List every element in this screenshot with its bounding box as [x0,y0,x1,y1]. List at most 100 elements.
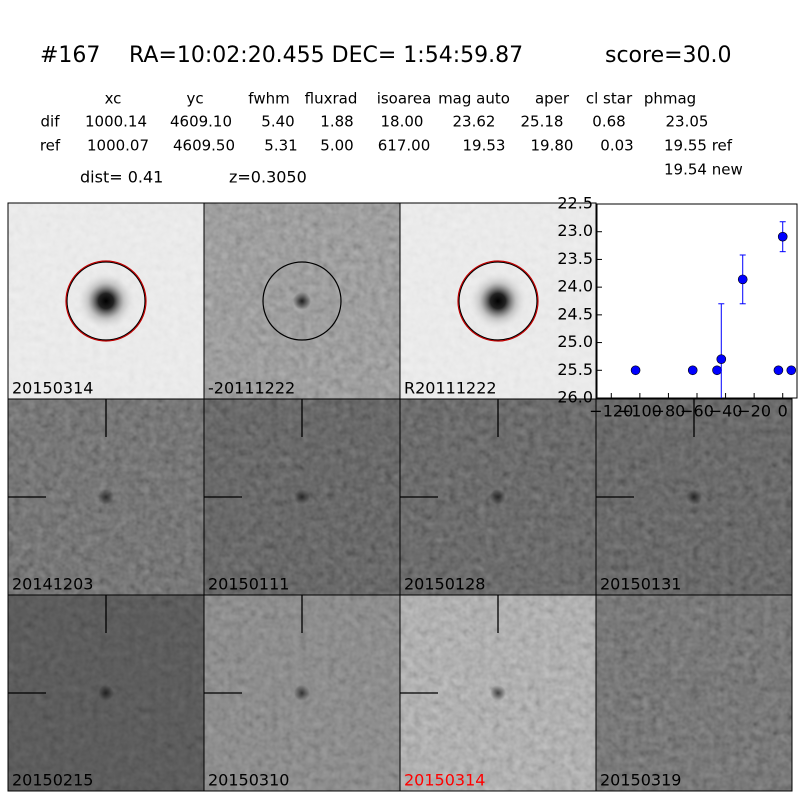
column-header: mag auto [438,90,510,108]
data-point [737,274,748,285]
aperture [66,261,146,341]
stamp-label: -20111222 [208,379,295,398]
coordinates: RA=10:02:20.455 DEC= 1:54:59.87 [129,43,523,68]
table-cell: 4609.10 [170,113,232,131]
y-tick-label: 24.5 [557,304,593,323]
phmag-new: 19.54 new [664,161,743,179]
object-id: #167 [40,43,100,68]
source [468,271,528,331]
column-header: xc [105,90,122,108]
aperture [65,260,147,342]
source [76,271,136,331]
column-header: cl star [586,90,633,108]
table-cell: 1000.14 [85,113,147,131]
x-tick-label: −20 [737,402,771,421]
column-header: isoarea [377,90,432,108]
table-cell: 0.03 [600,137,633,155]
stamp-label: 20141203 [12,575,93,594]
x-tick-label: −100 [618,402,662,421]
dist: dist= 0.41 [80,168,163,187]
source [98,685,114,701]
table-cell: 19.53 [463,137,506,155]
source [686,489,702,505]
stamp: -20111222 [203,202,401,400]
stamps: 20150314 -20111222 R20111222 20141203 201501… [7,202,793,792]
table-cell: 23.05 [666,113,709,131]
stamp-label: 20150319 [600,771,681,790]
data-point [716,354,727,365]
row-label: ref [40,137,61,155]
column-header: fwhm [248,90,289,108]
x-tick-label: −60 [680,402,714,421]
column-header: fluxrad [305,90,358,108]
score: score=30.0 [605,43,732,68]
table-cell: 19.80 [531,137,574,155]
stamp-label: 20150128 [404,575,485,594]
table-cell: 18.00 [381,113,424,131]
x-tick-label: −80 [652,402,686,421]
stamp: 20150310 [203,594,401,792]
stamp-label: 20150314 [404,771,485,790]
stamp-label: 20150131 [600,575,681,594]
table-cell: 0.68 [592,113,625,131]
stamp: 20150314 [399,594,597,792]
table-cell: 5.31 [264,137,297,155]
aperture [458,261,538,341]
source [686,685,702,701]
y-tick-label: 25.0 [557,332,593,351]
table-cell: 19.55 ref [664,137,733,155]
stamp: 20150131 [595,398,793,596]
stamp-label: 20150215 [12,771,93,790]
redshift: z=0.3050 [229,168,307,187]
stamp-label: 20150314 [12,379,93,398]
stamp: 20141203 [7,398,205,596]
stamp: 20150215 [7,594,205,792]
stamp: 20150314 [7,202,205,400]
table-cell: 5.00 [320,137,353,155]
stamp: 20150319 [595,594,793,792]
row-label: dif [41,113,61,131]
y-tick-label: 23.5 [557,249,593,268]
y-tick-label: 26.0 [557,388,593,407]
table-cell: 25.18 [521,113,564,131]
table-cell: 1.88 [320,113,353,131]
table-cell: 4609.50 [173,137,235,155]
column-header: yc [186,90,203,108]
y-tick-label: 22.5 [557,194,593,213]
data-point [773,365,784,376]
table-cell: 1000.07 [87,137,149,155]
x-tick-label: 0 [778,402,788,421]
source [490,489,506,505]
table-cell: 23.62 [453,113,496,131]
x-tick-label: −40 [709,402,743,421]
source [294,685,310,701]
column-header: aper [535,90,570,108]
data-point [630,365,641,376]
stamp-label: R20111222 [404,379,497,398]
light-curve: 22.5 23.0 23.5 24.0 24.5 25.0 25.5 26.0−120−100… [557,194,798,421]
aperture [457,260,539,342]
table-cell: 5.40 [261,113,294,131]
y-tick-label: 24.0 [557,277,593,296]
data-point [687,365,698,376]
source [490,685,506,701]
stamp: R20111222 [399,202,597,400]
table-cell: 617.00 [378,137,431,155]
y-tick-label: 25.5 [557,360,593,379]
data-point [777,231,788,242]
stamp-label: 20150310 [208,771,289,790]
stamp-label: 20150111 [208,575,289,594]
x-tick-label: −120 [589,402,633,421]
stamp-border [595,594,793,792]
aperture [262,261,342,341]
source [294,489,310,505]
stamp: 20150111 [203,398,401,596]
data-point [712,365,722,376]
stamp: 20150128 [399,398,597,596]
column-header: phmag [644,90,696,108]
source [293,292,311,310]
source [98,489,114,505]
data-point [786,365,797,376]
y-tick-label: 23.0 [557,221,593,240]
